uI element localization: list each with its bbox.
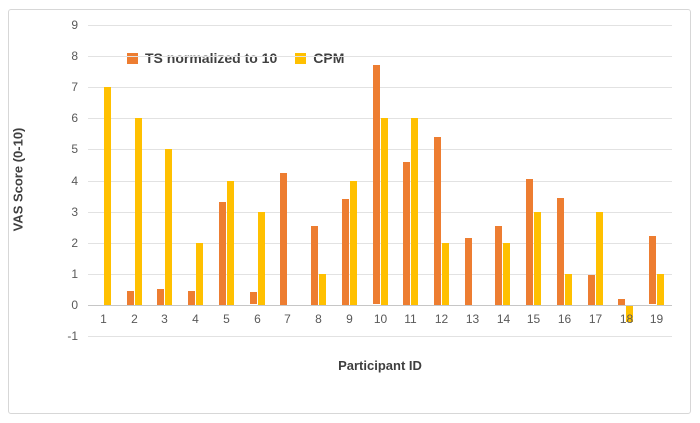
bar-ts-participant-14 <box>495 226 502 305</box>
bar-ts-participant-12 <box>434 137 441 305</box>
y-tick-label: 8 <box>71 49 78 63</box>
gridline <box>88 243 672 244</box>
gridline <box>88 25 672 26</box>
x-tick-label: 13 <box>465 312 480 326</box>
bar-cpm-participant-16 <box>565 274 572 305</box>
x-axis-line <box>88 305 672 306</box>
x-tick-label: 10 <box>373 312 388 326</box>
x-tick-label: 9 <box>346 312 353 326</box>
x-tick-label: 16 <box>557 312 572 326</box>
x-tick-label: 15 <box>526 312 541 326</box>
x-tick-label: 14 <box>496 312 511 326</box>
bar-cpm-participant-6 <box>258 212 265 305</box>
chart-legend: TS normalized to 10 CPM <box>127 50 344 66</box>
y-tick-label: 4 <box>71 174 78 188</box>
y-tick-label: 5 <box>71 142 78 156</box>
bar-cpm-participant-17 <box>596 212 603 305</box>
legend-label-ts: TS normalized to 10 <box>145 50 278 66</box>
bar-cpm-participant-1 <box>104 87 111 305</box>
bar-ts-participant-9 <box>342 199 349 305</box>
bar-cpm-participant-15 <box>534 212 541 305</box>
y-tick-label: 1 <box>71 267 78 281</box>
x-tick-label: 8 <box>315 312 322 326</box>
bar-cpm-participant-2 <box>135 118 142 305</box>
x-tick-label: 1 <box>100 312 107 326</box>
gridline <box>88 118 672 119</box>
y-tick-label: 6 <box>71 111 78 125</box>
x-axis-title: Participant ID <box>338 358 422 373</box>
bar-cpm-participant-12 <box>442 243 449 305</box>
x-tick-label: 4 <box>192 312 199 326</box>
bar-cpm-participant-5 <box>227 181 234 305</box>
gridline <box>88 274 672 275</box>
y-tick-label: -1 <box>67 329 78 343</box>
bar-cpm-participant-11 <box>411 118 418 305</box>
x-tick-label: 3 <box>161 312 168 326</box>
bar-ts-participant-13 <box>465 238 472 305</box>
bar-cpm-participant-10 <box>381 118 388 305</box>
bar-ts-participant-7 <box>280 173 287 305</box>
bar-ts-participant-11 <box>403 162 410 305</box>
bar-cpm-participant-8 <box>319 274 326 305</box>
x-tick-label: 17 <box>588 312 603 326</box>
legend-swatch-ts-icon <box>127 52 138 64</box>
bar-ts-participant-10 <box>373 65 380 304</box>
chart-border <box>8 9 691 414</box>
y-tick-label: 0 <box>71 298 78 312</box>
x-tick-label: 11 <box>404 312 417 326</box>
gridline <box>88 56 672 57</box>
bar-cpm-participant-18 <box>626 306 633 322</box>
gridline <box>88 149 672 150</box>
gridline <box>88 336 672 337</box>
bar-ts-participant-4 <box>188 291 195 305</box>
bar-cpm-participant-14 <box>503 243 510 305</box>
bar-ts-participant-3 <box>157 289 164 305</box>
y-tick-label: 7 <box>71 80 78 94</box>
gridline <box>88 181 672 182</box>
plot-area <box>88 25 672 337</box>
legend-swatch-cpm-icon <box>295 52 307 64</box>
x-tick-label: 2 <box>131 312 138 326</box>
x-tick-label: 12 <box>434 312 449 326</box>
bar-ts-participant-5 <box>219 202 226 305</box>
y-tick-label: 9 <box>71 18 78 32</box>
bar-cpm-participant-3 <box>165 149 172 305</box>
bar-cpm-participant-19 <box>657 274 664 305</box>
x-tick-label: 6 <box>254 312 261 326</box>
bar-ts-participant-8 <box>311 226 318 305</box>
bar-ts-participant-17 <box>588 275 595 305</box>
x-tick-label: 18 <box>619 312 634 326</box>
bar-ts-participant-16 <box>557 198 564 305</box>
bar-ts-participant-19 <box>649 236 656 304</box>
legend-label-cpm: CPM <box>313 50 345 66</box>
bar-ts-participant-2 <box>127 291 134 305</box>
bar-ts-participant-18 <box>618 299 625 305</box>
x-tick-label: 7 <box>284 312 291 326</box>
y-tick-label: 2 <box>71 236 78 250</box>
legend-item-ts: TS normalized to 10 <box>127 50 277 66</box>
y-tick-label: 3 <box>71 205 78 219</box>
gridline <box>88 87 672 88</box>
bar-ts-participant-15 <box>526 179 533 305</box>
x-tick-label: 5 <box>223 312 230 326</box>
bar-cpm-participant-9 <box>350 181 357 305</box>
gridline <box>88 212 672 213</box>
x-tick-label: 19 <box>649 312 664 326</box>
y-axis-title: VAS Score (0-10) <box>10 127 26 232</box>
bar-cpm-participant-4 <box>196 243 203 305</box>
bar-ts-participant-6 <box>250 292 257 304</box>
legend-item-cpm: CPM <box>295 50 344 66</box>
